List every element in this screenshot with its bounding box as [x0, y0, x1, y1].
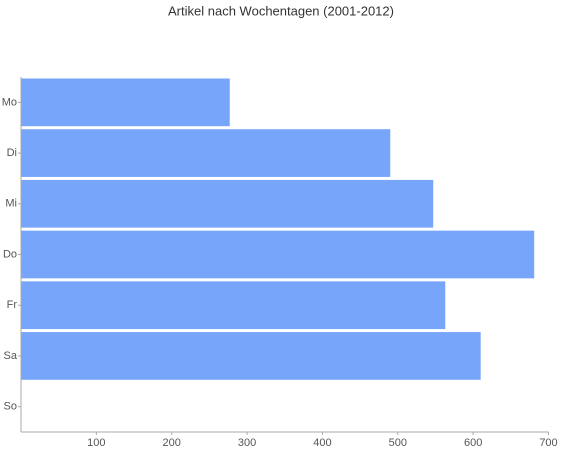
y-tick-label: Do	[3, 248, 17, 260]
x-tick-label: 400	[313, 437, 331, 449]
y-tick-label: Sa	[4, 350, 18, 362]
bar	[21, 230, 535, 279]
bar	[21, 78, 230, 127]
x-tick-label: 600	[464, 437, 482, 449]
chart-title: Artikel nach Wochentagen (2001-2012)	[168, 3, 394, 18]
y-tick-label: Mo	[2, 96, 17, 108]
y-tick-label: Fr	[7, 299, 18, 311]
x-tick-label: 500	[389, 437, 407, 449]
y-tick-label: Mi	[5, 198, 17, 210]
bar	[21, 179, 434, 228]
x-tick-label: 200	[163, 437, 181, 449]
x-tick-label: 300	[238, 437, 256, 449]
x-tick-label: 700	[539, 437, 557, 449]
y-tick-label: Di	[7, 147, 17, 159]
bar	[21, 332, 481, 380]
bar	[21, 129, 391, 177]
bar	[21, 281, 446, 330]
x-tick-label: 100	[87, 437, 105, 449]
y-tick-label: So	[4, 401, 17, 413]
